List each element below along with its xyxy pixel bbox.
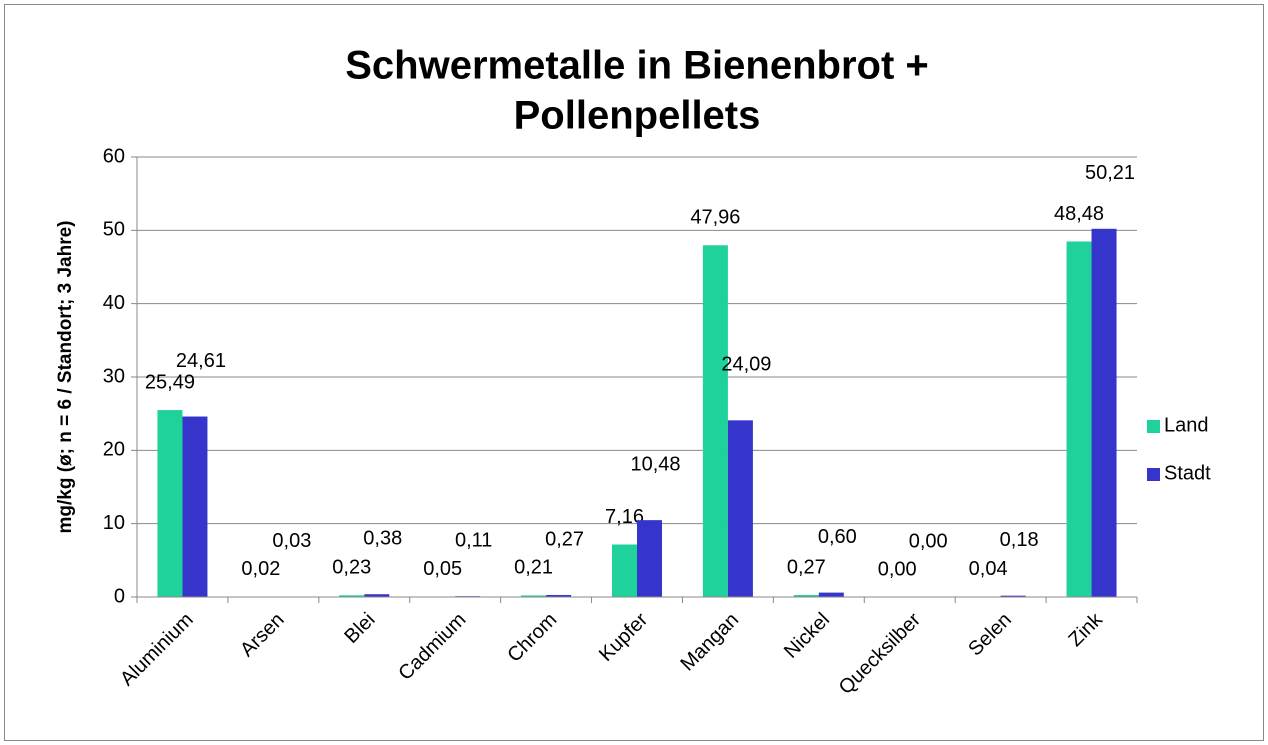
value-label: 48,48 — [1054, 203, 1104, 225]
value-label: 7,16 — [605, 506, 644, 528]
bar — [793, 595, 819, 597]
bar — [339, 595, 365, 597]
bar — [521, 595, 547, 597]
bar — [637, 520, 662, 597]
y-axis-label: mg/kg (ø; n = 6 / Standort; 3 Jahre) — [55, 220, 76, 533]
bar — [818, 592, 844, 597]
y-tick-label: 20 — [103, 439, 125, 461]
value-label: 0,60 — [818, 526, 857, 548]
value-label: 0,04 — [969, 558, 1008, 580]
chart-title: Pollenpellets — [514, 94, 761, 138]
value-label: 0,11 — [455, 529, 492, 551]
value-label: 24,09 — [721, 354, 771, 376]
legend-swatch — [1147, 468, 1160, 481]
value-label: 0,18 — [1000, 529, 1039, 551]
value-label: 24,61 — [176, 350, 226, 372]
y-tick-label: 0 — [114, 585, 125, 607]
chart-frame — [4, 4, 1264, 741]
legend-label: Land — [1164, 414, 1209, 436]
legend-swatch — [1147, 420, 1160, 433]
value-label: 0,21 — [514, 557, 553, 579]
value-label: 0,03 — [272, 530, 311, 552]
value-label: 0,27 — [787, 556, 826, 578]
legend-label: Stadt — [1164, 462, 1211, 484]
value-label: 50,21 — [1085, 162, 1135, 184]
value-label: 0,02 — [241, 558, 280, 580]
bar — [702, 245, 728, 597]
y-tick-label: 30 — [103, 365, 125, 387]
value-label: 47,96 — [690, 207, 740, 229]
value-label: 10,48 — [630, 453, 680, 475]
chart-title: Schwermetalle in Bienenbrot + — [345, 44, 929, 88]
value-label: 0,27 — [545, 528, 584, 550]
value-label: 0,05 — [423, 558, 462, 580]
bar — [546, 595, 572, 597]
value-label: 0,00 — [878, 558, 917, 580]
value-label: 0,23 — [332, 557, 371, 579]
y-tick-label: 50 — [103, 219, 125, 241]
bar — [1066, 241, 1092, 598]
y-tick-label: 40 — [103, 292, 125, 314]
value-label: 0,00 — [909, 530, 948, 552]
value-label: 0,38 — [363, 527, 402, 549]
bar — [182, 416, 208, 597]
bar — [727, 420, 753, 597]
bar — [1091, 228, 1117, 597]
bar — [1000, 595, 1026, 597]
bar — [612, 544, 637, 597]
y-tick-label: 60 — [103, 145, 125, 167]
y-tick-label: 10 — [103, 512, 125, 534]
bar — [157, 410, 183, 597]
bar — [364, 594, 390, 597]
value-label: 25,49 — [145, 371, 195, 393]
